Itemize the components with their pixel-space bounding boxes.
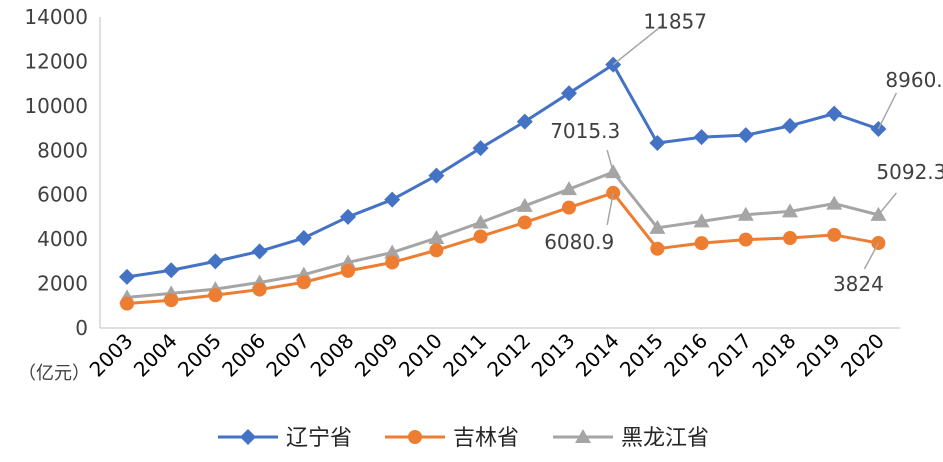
legend-label: 辽宁省 (286, 426, 352, 451)
data-point-diamond (516, 113, 533, 130)
y-axis: 0 2000 4000 6000 8000 10000 12000 14000 (24, 5, 101, 340)
data-point-circle (341, 263, 355, 278)
data-point-triangle (693, 213, 710, 228)
data-point-triangle (472, 214, 489, 229)
data-point-diamond (251, 243, 268, 260)
data-point-triangle (575, 429, 591, 443)
data-point-circle (694, 236, 709, 251)
data-point-circle (164, 293, 179, 308)
data-point-circle (208, 288, 223, 303)
x-tick-label: 2006 (217, 329, 270, 382)
data-point-circle (783, 231, 797, 246)
unit-label: （亿元） (18, 363, 90, 384)
y-tick-label: 10000 (24, 94, 88, 118)
x-tick-label: 2020 (836, 329, 889, 382)
x-tick-label: 2018 (748, 329, 801, 382)
data-point-circle (650, 241, 665, 256)
data-point-triangle (384, 244, 401, 259)
data-point-triangle (782, 203, 798, 218)
x-tick-label: 2014 (571, 329, 624, 382)
x-tick-label: 2007 (261, 329, 314, 382)
data-point-circle (120, 296, 134, 311)
data-label: 3824 (833, 272, 884, 296)
data-label: 6080.9 (544, 230, 614, 254)
data-point-diamond (240, 429, 256, 445)
data-point-triangle (649, 219, 666, 234)
annotation-leader-line (606, 149, 614, 173)
data-point-diamond (428, 167, 445, 184)
data-point-circle (385, 255, 400, 270)
data-point-diamond (340, 208, 356, 225)
series-line-1 (126, 191, 879, 306)
annotation-leader-line (877, 192, 897, 216)
y-tick-label: 12000 (24, 49, 88, 73)
annotation-leader-line (612, 24, 664, 66)
data-point-diamond (826, 105, 843, 122)
data-point-circle (296, 275, 311, 290)
data-label: 11857 (643, 10, 707, 34)
x-tick-label: 2011 (438, 329, 491, 382)
x-tick-label: 2005 (173, 329, 226, 382)
data-point-diamond (472, 140, 489, 157)
annotation-leader-line (863, 242, 880, 270)
x-tick-label: 2017 (703, 329, 756, 382)
series-markers (119, 56, 887, 311)
data-point-circle (517, 215, 532, 230)
y-tick-label: 6000 (37, 183, 88, 207)
y-tick-label: 14000 (24, 5, 88, 29)
data-point-circle (738, 232, 753, 247)
x-tick-label: 2013 (527, 329, 580, 382)
data-point-diamond (384, 191, 401, 208)
data-point-circle (252, 282, 267, 297)
data-point-diamond (693, 129, 710, 146)
data-point-triangle (737, 206, 754, 221)
data-point-diamond (737, 127, 754, 144)
y-tick-label: 2000 (37, 272, 88, 296)
x-tick-label: 2016 (659, 329, 712, 382)
data-point-diamond (207, 253, 224, 270)
y-tick-label: 8000 (37, 138, 88, 162)
data-label: 7015.3 (550, 119, 620, 143)
data-point-triangle (826, 195, 843, 210)
data-point-diamond (782, 117, 798, 134)
x-tick-label: 2015 (615, 329, 668, 382)
data-point-triangle (340, 254, 356, 269)
legend: 辽宁省 吉林省 黑龙江省 (218, 426, 709, 451)
x-tick-label: 2003 (85, 329, 138, 382)
series-line-0 (126, 63, 879, 279)
x-tick-label: 2010 (394, 329, 447, 382)
data-annotations: 11857 8960.9 7015.3 6080.9 5092.3 3824 (544, 10, 943, 296)
x-tick-label: 2004 (129, 329, 182, 382)
data-point-diamond (649, 134, 666, 151)
data-point-triangle (516, 197, 533, 212)
legend-label: 黑龙江省 (621, 426, 709, 451)
data-point-circle (429, 243, 444, 258)
x-tick-label: 2009 (350, 329, 403, 382)
annotation-leader-line (606, 192, 614, 226)
data-point-diamond (561, 85, 577, 102)
data-point-diamond (163, 262, 180, 279)
x-axis: 2003200420052006200720082009201020112012… (85, 327, 901, 382)
data-point-circle (562, 200, 576, 215)
y-tick-label: 0 (75, 316, 88, 340)
series-lines (126, 63, 879, 306)
data-point-circle (473, 229, 488, 244)
x-tick-label: 2019 (792, 329, 845, 382)
annotation-leader-line (877, 92, 898, 130)
data-point-diamond (119, 268, 135, 285)
data-label: 5092.3 (876, 160, 943, 184)
data-label: 8960.9 (885, 68, 943, 92)
x-tick-label: 2008 (306, 329, 359, 382)
x-tick-label: 2012 (482, 329, 535, 382)
data-point-diamond (295, 230, 312, 247)
series-line-2 (126, 170, 879, 299)
legend-label: 吉林省 (453, 426, 519, 451)
data-point-circle (827, 227, 842, 242)
data-point-triangle (428, 230, 445, 245)
y-tick-label: 4000 (37, 227, 88, 251)
data-point-circle (408, 430, 422, 444)
data-point-triangle (561, 181, 577, 196)
